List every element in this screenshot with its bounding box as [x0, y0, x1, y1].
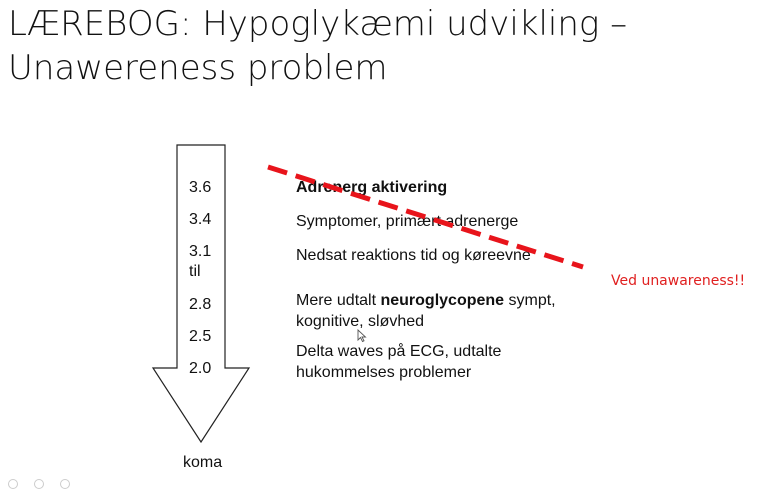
- description-neuroglycopene: Mere udtalt neuroglycopene sympt, kognit…: [296, 290, 616, 332]
- description-adrenerg: Adrenerg aktivering: [296, 177, 616, 198]
- description-adrenerg-text: Adrenerg aktivering: [296, 179, 448, 196]
- glucose-level: 2.5: [189, 328, 212, 345]
- slide-nav-dots: [8, 476, 86, 494]
- slide-title: LÆREBOG: Hypoglykæmi udvikling – Unawere…: [8, 2, 748, 90]
- description-delta-line-2: hukommelses problemer: [296, 364, 472, 381]
- description-delta: Delta waves på ECG, udtalte hukommelses …: [296, 341, 616, 383]
- nav-dot[interactable]: [8, 479, 18, 489]
- title-line-1: LÆREBOG: Hypoglykæmi udvikling –: [8, 4, 628, 44]
- description-neuroglycopene-line-2: kognitive, sløvhed: [296, 313, 425, 330]
- glucose-level: 2.8: [189, 296, 212, 313]
- nav-dot[interactable]: [34, 479, 44, 489]
- description-delta-line-1: Delta waves på ECG, udtalte: [296, 343, 502, 360]
- glucose-level: 2.0: [189, 360, 212, 377]
- glucose-level: 3.6: [189, 179, 212, 196]
- text-span: sympt,: [504, 292, 556, 309]
- annotation: Ved unawareness!!: [611, 273, 746, 289]
- glucose-level: 3.4: [189, 211, 212, 228]
- description-symptomer: Symptomer, primært adrenerge: [296, 213, 519, 230]
- down-arrow-icon: [151, 144, 251, 444]
- arrow-end-label: koma: [183, 454, 223, 471]
- cursor-icon: [357, 329, 367, 343]
- glucose-level: til: [189, 263, 201, 280]
- slide: LÆREBOG: Hypoglykæmi udvikling – Unawere…: [8, 2, 748, 489]
- nav-dot[interactable]: [60, 479, 70, 489]
- description-nedsat: Nedsat reaktions tid og køreevne: [296, 247, 531, 264]
- text-span: Mere udtalt: [296, 292, 381, 309]
- glucose-level: 3.1: [189, 243, 212, 260]
- description-neuroglycopene-line-1: Mere udtalt neuroglycopene sympt,: [296, 290, 616, 311]
- title-line-2: Unawereness problem: [8, 48, 388, 88]
- bold-span: neuroglycopene: [380, 292, 505, 309]
